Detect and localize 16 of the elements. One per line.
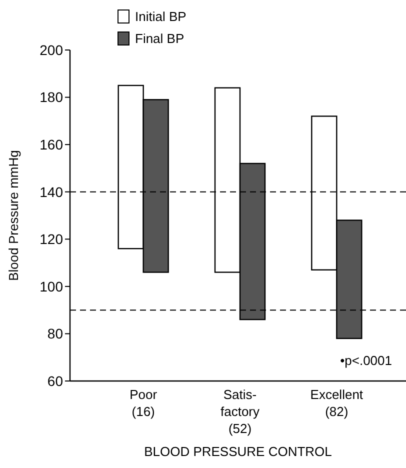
y-tick-label: 160 (40, 136, 64, 152)
y-tick-label: 200 (40, 42, 64, 58)
x-axis-title: BLOOD PRESSURE CONTROL (144, 444, 332, 459)
legend-label: Final BP (135, 31, 184, 46)
x-tick-label: Satis- factory (52) (220, 387, 260, 436)
y-tick-label: 80 (47, 326, 64, 342)
y-axis-title: Blood Pressure mmHg (6, 150, 21, 281)
annotation: •p<.0001 (340, 353, 392, 368)
y-tick-label: 180 (40, 89, 64, 106)
x-tick-label: Excellent (82) (310, 387, 364, 419)
y-tick-label: 60 (47, 372, 64, 389)
x-tick-label: Poor (16) (130, 387, 158, 419)
y-tick-label: 140 (40, 184, 64, 200)
y-tick-label: 100 (40, 278, 64, 294)
legend-label: Initial BP (135, 9, 186, 24)
y-tick-label: 120 (40, 231, 64, 248)
